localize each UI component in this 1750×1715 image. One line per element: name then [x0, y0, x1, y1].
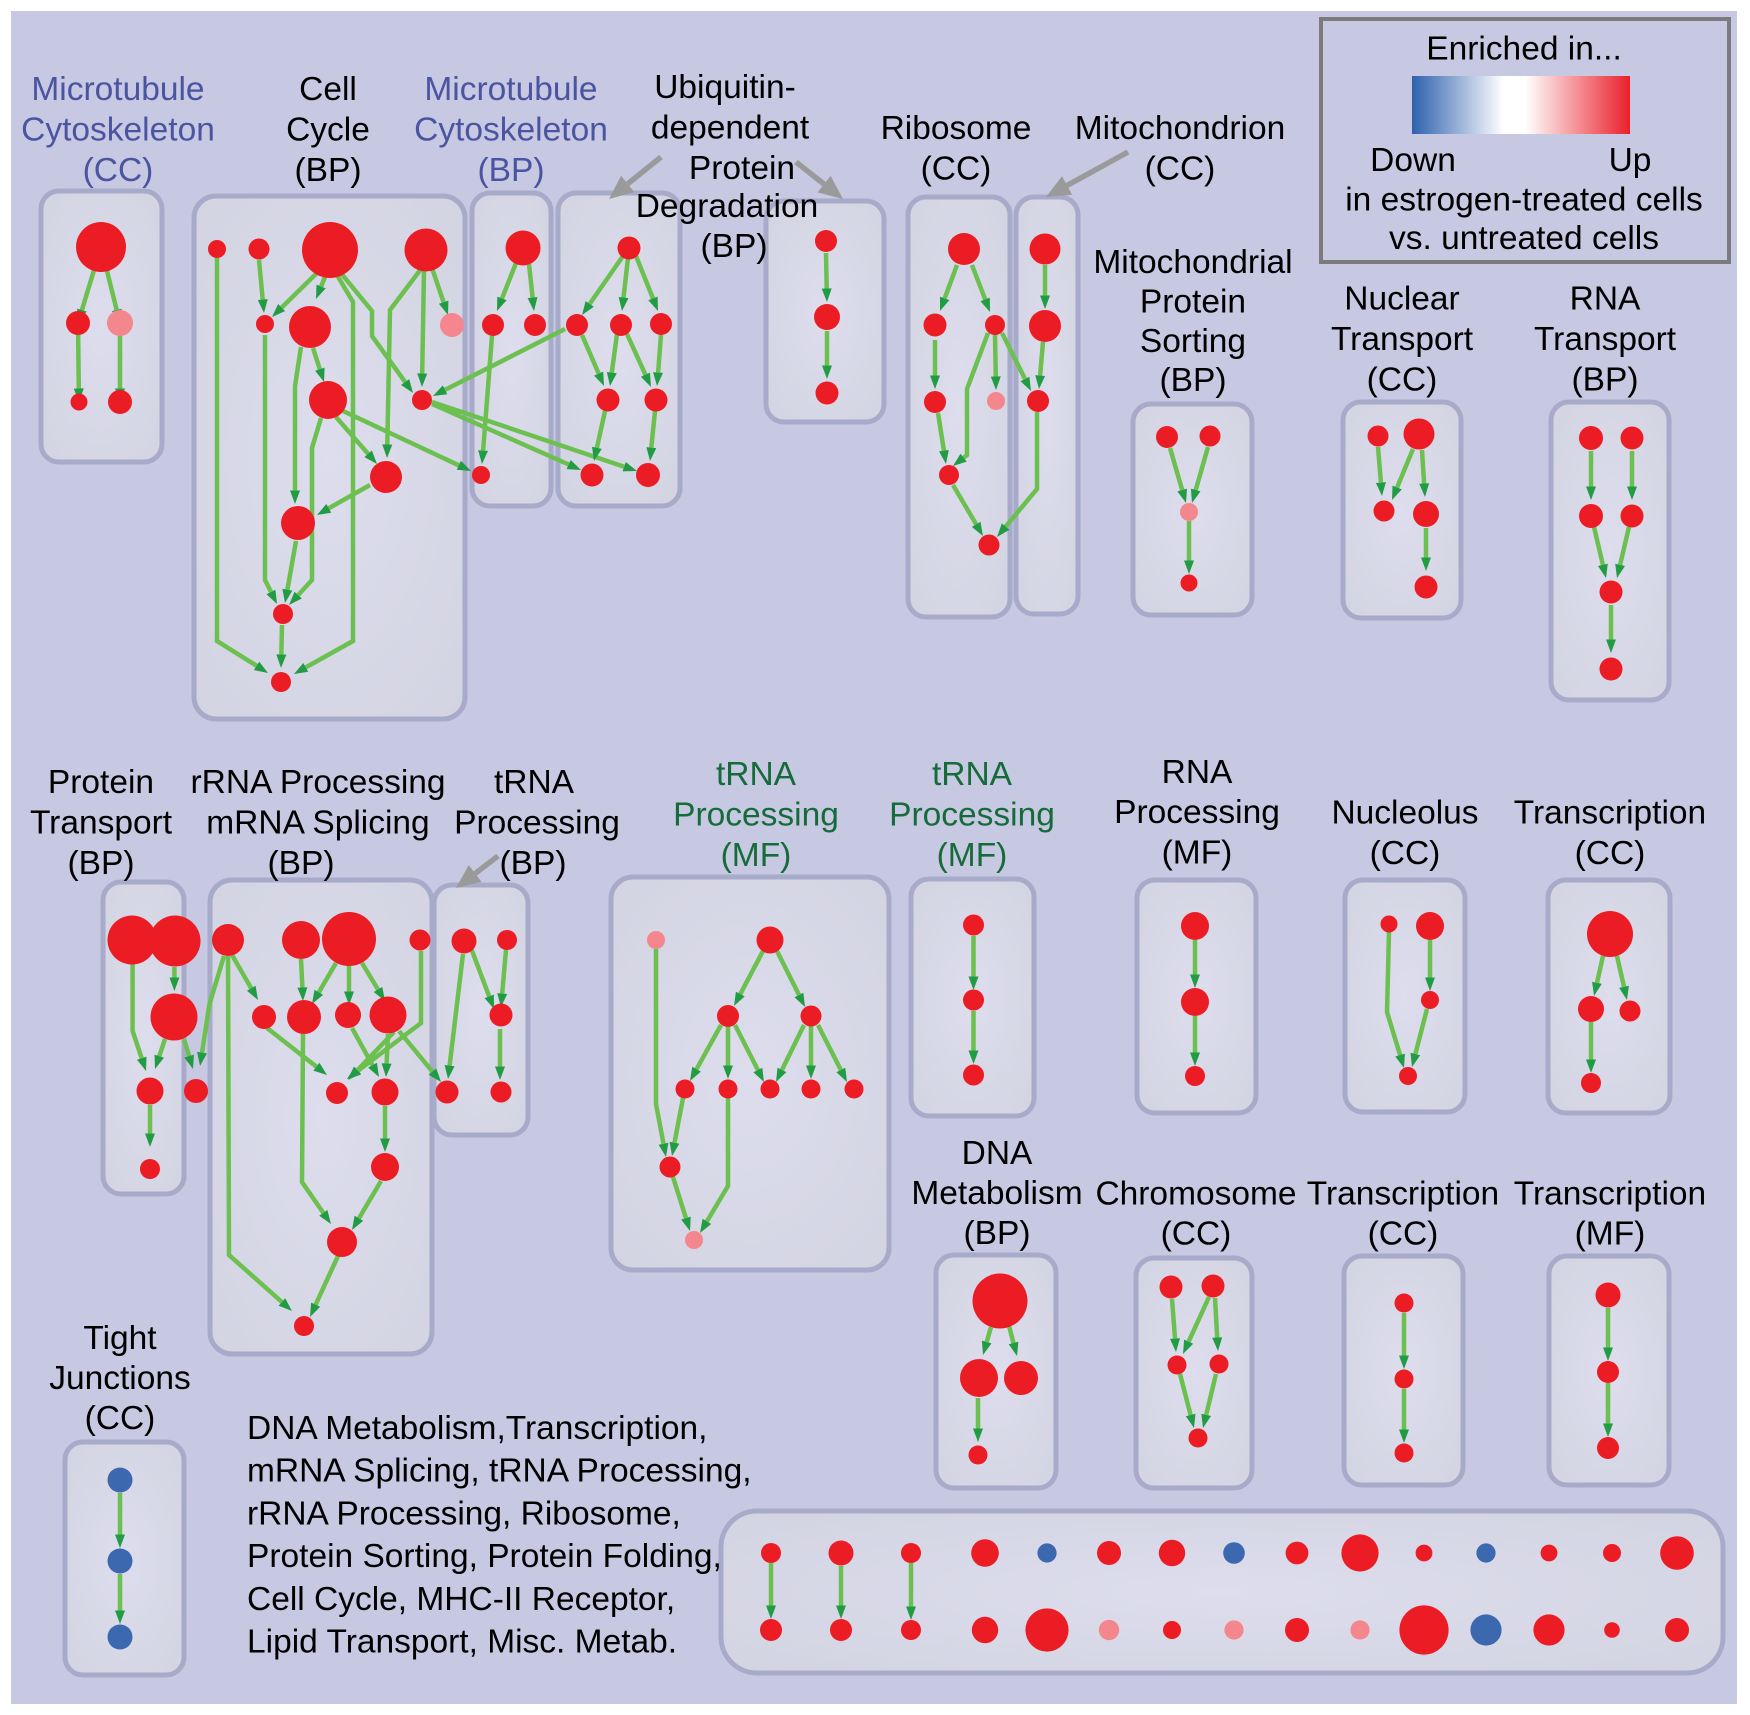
svg-text:(CC): (CC)	[1370, 835, 1441, 872]
svg-text:(MF): (MF)	[937, 837, 1008, 874]
svg-text:Ribosome: Ribosome	[881, 110, 1032, 147]
svg-text:(CC): (CC)	[921, 151, 992, 188]
svg-text:mRNA Splicing: mRNA Splicing	[206, 805, 429, 842]
svg-text:(BP): (BP)	[1572, 362, 1639, 399]
svg-text:(CC): (CC)	[1575, 835, 1646, 872]
svg-text:Transport: Transport	[1534, 321, 1677, 358]
svg-text:Transcription: Transcription	[1307, 1176, 1499, 1213]
svg-text:Mitochondrion: Mitochondrion	[1075, 110, 1285, 147]
svg-text:tRNA: tRNA	[716, 756, 797, 793]
svg-text:(CC): (CC)	[85, 1400, 156, 1437]
svg-text:Processing: Processing	[1114, 794, 1280, 831]
svg-text:Junctions: Junctions	[49, 1360, 191, 1397]
svg-text:(BP): (BP)	[295, 152, 362, 189]
svg-text:(CC): (CC)	[1367, 362, 1438, 399]
svg-text:(CC): (CC)	[1368, 1216, 1439, 1253]
svg-text:(BP): (BP)	[701, 228, 768, 265]
svg-text:Microtubule: Microtubule	[424, 71, 597, 108]
svg-text:(MF): (MF)	[1162, 834, 1233, 871]
svg-text:mRNA Splicing, tRNA Processing: mRNA Splicing, tRNA Processing,	[247, 1453, 752, 1490]
svg-text:Lipid Transport, Misc. Metab.: Lipid Transport, Misc. Metab.	[247, 1624, 677, 1661]
svg-text:(CC): (CC)	[83, 152, 154, 189]
svg-text:(BP): (BP)	[1160, 362, 1227, 399]
svg-text:Metabolism: Metabolism	[911, 1175, 1082, 1212]
svg-text:vs. untreated cells: vs. untreated cells	[1389, 220, 1659, 257]
svg-text:Cell Cycle, MHC-II Receptor,: Cell Cycle, MHC-II Receptor,	[247, 1581, 675, 1618]
svg-text:Protein: Protein	[48, 764, 154, 801]
svg-text:DNA: DNA	[962, 1135, 1033, 1172]
svg-text:rRNA Processing: rRNA Processing	[190, 764, 445, 801]
svg-text:Transcription: Transcription	[1514, 795, 1706, 832]
svg-text:Cell: Cell	[299, 71, 357, 108]
svg-text:Up: Up	[1609, 142, 1652, 179]
svg-text:Chromosome: Chromosome	[1095, 1176, 1296, 1213]
svg-text:Transport: Transport	[30, 805, 173, 842]
svg-text:Transport: Transport	[1331, 321, 1474, 358]
svg-text:Cytoskeleton: Cytoskeleton	[414, 112, 608, 149]
svg-text:(MF): (MF)	[721, 837, 792, 874]
svg-text:(CC): (CC)	[1161, 1216, 1232, 1253]
svg-text:Processing: Processing	[673, 796, 839, 833]
svg-text:(BP): (BP)	[964, 1215, 1031, 1252]
svg-text:DNA Metabolism,Transcription,: DNA Metabolism,Transcription,	[247, 1410, 707, 1447]
svg-text:Cytoskeleton: Cytoskeleton	[21, 112, 215, 149]
svg-text:tRNA: tRNA	[932, 756, 1013, 793]
svg-text:tRNA: tRNA	[494, 764, 575, 801]
svg-text:(BP): (BP)	[68, 845, 135, 882]
svg-text:(CC): (CC)	[1145, 151, 1216, 188]
svg-text:Transcription: Transcription	[1514, 1176, 1706, 1213]
svg-text:RNA: RNA	[1162, 754, 1233, 791]
svg-text:Nuclear: Nuclear	[1344, 281, 1459, 318]
svg-text:(BP): (BP)	[268, 845, 335, 882]
svg-text:Tight: Tight	[83, 1320, 157, 1357]
svg-text:Processing: Processing	[454, 805, 620, 842]
svg-text:Protein Sorting, Protein Foldi: Protein Sorting, Protein Folding,	[247, 1538, 722, 1575]
svg-text:Enriched in...: Enriched in...	[1426, 30, 1622, 67]
svg-text:Microtubule: Microtubule	[31, 71, 204, 108]
svg-text:RNA: RNA	[1570, 281, 1641, 318]
svg-text:Down: Down	[1370, 142, 1456, 179]
svg-text:Protein: Protein	[1140, 284, 1246, 321]
svg-text:Degradation: Degradation	[636, 188, 819, 225]
svg-text:Cycle: Cycle	[286, 112, 370, 149]
svg-text:(BP): (BP)	[500, 845, 567, 882]
svg-text:dependent: dependent	[651, 110, 810, 147]
svg-text:Nucleolus: Nucleolus	[1331, 795, 1478, 832]
svg-text:(MF): (MF)	[1575, 1216, 1646, 1253]
svg-text:(BP): (BP)	[478, 152, 545, 189]
svg-text:rRNA Processing, Ribosome,: rRNA Processing, Ribosome,	[247, 1495, 681, 1532]
svg-text:in estrogen-treated cells: in estrogen-treated cells	[1345, 182, 1703, 219]
svg-text:Sorting: Sorting	[1140, 323, 1246, 360]
svg-text:Ubiquitin-: Ubiquitin-	[654, 69, 796, 106]
svg-text:Mitochondrial: Mitochondrial	[1093, 244, 1292, 281]
svg-text:Processing: Processing	[889, 796, 1055, 833]
svg-text:Protein: Protein	[689, 150, 795, 187]
